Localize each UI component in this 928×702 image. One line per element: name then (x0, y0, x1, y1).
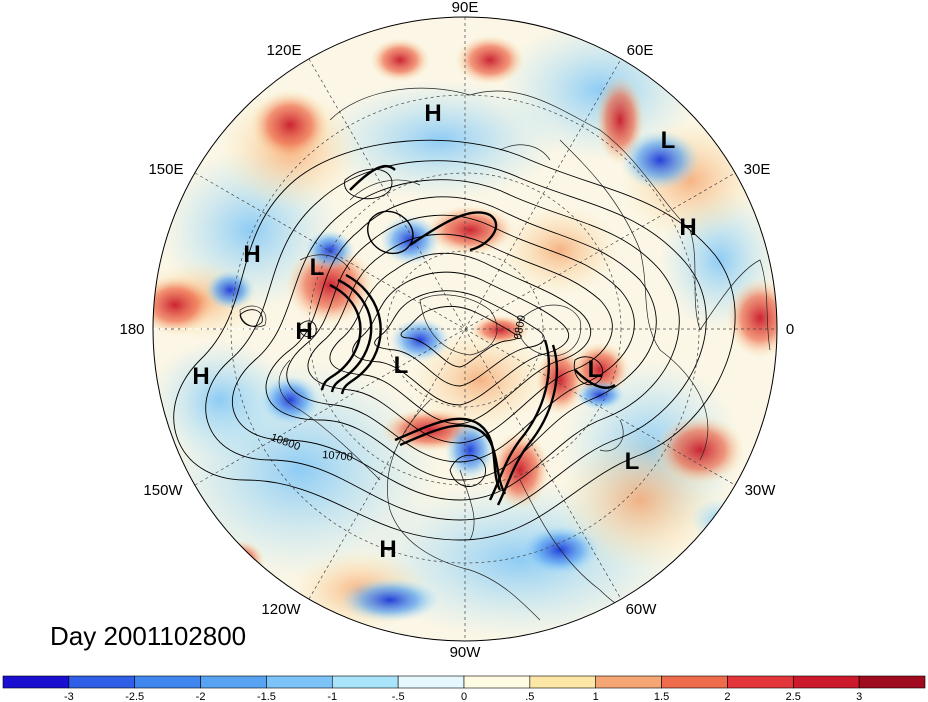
pressure-high-label: H (192, 363, 209, 390)
pressure-high-label: H (243, 241, 260, 268)
colorbar-swatch (530, 676, 596, 688)
longitude-label: 0 (786, 321, 794, 338)
colorbar-swatch (398, 676, 464, 688)
pressure-low-label: L (625, 448, 640, 475)
polar-map-figure: 10800 10700 0800 90E 60E 30E 0 30W 60W 9… (0, 0, 928, 702)
colorbar-tick-label: .5 (525, 691, 534, 702)
longitude-label: 180 (119, 321, 144, 338)
pressure-low-label: L (310, 254, 325, 281)
anomaly-shading (135, 15, 794, 645)
colorbar-tick-label: -2 (196, 691, 206, 702)
longitude-label: 30E (744, 161, 771, 178)
longitude-label: 60E (627, 42, 654, 59)
colorbar-swatch (464, 676, 530, 688)
colorbar-tick-label: 3 (856, 691, 862, 702)
pressure-high-label: H (295, 318, 312, 345)
pressure-low-label: L (394, 352, 409, 379)
colorbar-tick-label: 2.5 (786, 691, 801, 702)
colorbar-tick-label: 2 (724, 691, 730, 702)
longitude-label: 120E (266, 42, 301, 59)
longitude-label: 90W (450, 644, 482, 661)
pressure-low-label: L (661, 127, 676, 154)
colorbar-swatch (69, 676, 135, 688)
colorbar-tick-label: -1.5 (257, 691, 276, 702)
colorbar-swatch (793, 676, 859, 688)
colorbar-swatch (135, 676, 201, 688)
pressure-high-label: H (679, 214, 696, 241)
pressure-high-label: H (379, 536, 396, 563)
colorbar-swatch (266, 676, 332, 688)
pressure-high-label: H (424, 100, 441, 127)
colorbar-swatch (201, 676, 267, 688)
colorbar-tick-label: -.5 (392, 691, 405, 702)
colorbar-swatch (332, 676, 398, 688)
day-label: Day 2001102800 (50, 621, 246, 651)
colorbar-tick-label: 1.5 (654, 691, 669, 702)
longitude-label: 150E (148, 161, 183, 178)
colorbar-swatch (596, 676, 662, 688)
longitude-label: 90E (452, 0, 479, 16)
colorbar-swatch (727, 676, 793, 688)
longitude-label: 120W (261, 601, 301, 618)
colorbar-swatch (3, 676, 69, 688)
colorbar-swatch (859, 676, 925, 688)
colorbar-tick-label: -3 (64, 691, 74, 702)
longitude-label: 150W (143, 482, 183, 499)
colorbar-swatch (662, 676, 728, 688)
pressure-low-label: L (588, 356, 603, 383)
colorbar-tick-label: 1 (593, 691, 599, 702)
longitude-label: 30W (745, 482, 777, 499)
longitude-label: 60W (626, 601, 658, 618)
colorbar-tick-label: 0 (461, 691, 467, 702)
colorbar: -3 -2.5 -2 -1.5 -1 -.5 0 .5 1 1.5 2 2.5 3 (3, 676, 925, 702)
colorbar-tick-label: -2.5 (125, 691, 144, 702)
colorbar-tick-label: -1 (327, 691, 337, 702)
